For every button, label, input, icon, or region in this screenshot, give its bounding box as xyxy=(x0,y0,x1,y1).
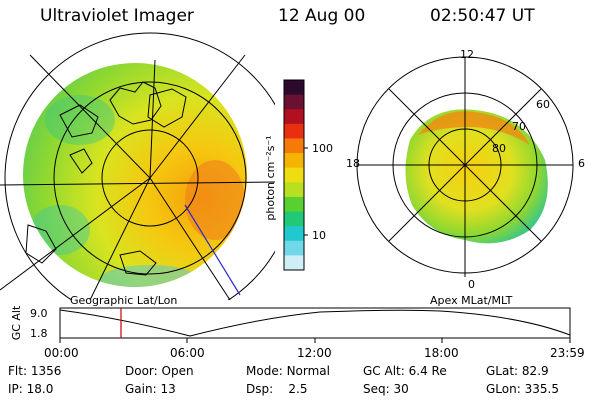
info-mode: Mode: Normal xyxy=(246,364,330,378)
info-door: Door: Open xyxy=(125,364,194,378)
meridian-marker xyxy=(184,204,241,296)
info-glat: GLat: 82.9 xyxy=(486,364,549,378)
mlt-label-6: 6 xyxy=(578,157,585,170)
magnetic-panel-label: Apex MLat/MLT xyxy=(430,294,513,307)
colorbar-cell xyxy=(284,80,304,96)
info-glon: GLon: 335.5 xyxy=(486,382,559,396)
time-label: 02:50:47 UT xyxy=(430,6,535,26)
info-seq: Seq: 30 xyxy=(363,382,409,396)
orbit-ytick-9: 9.0 xyxy=(30,307,48,320)
mlat-label-70: 70 xyxy=(512,120,526,133)
colorbar-tick-10: 10 xyxy=(312,229,326,242)
instrument-title: Ultraviolet Imager xyxy=(40,6,194,26)
colorbar-cell xyxy=(284,255,304,271)
orbit-ytick-1-8: 1.8 xyxy=(30,327,48,340)
altitude-curve xyxy=(59,309,571,337)
date-label: 12 Aug 00 xyxy=(278,6,366,26)
mlat-label-80: 80 xyxy=(492,142,506,155)
mlt-label-18: 18 xyxy=(346,157,360,170)
colorbar-cell xyxy=(284,138,304,154)
colorbar-cell xyxy=(284,240,304,256)
geographic-aurora-image xyxy=(0,32,275,300)
info-gc-alt: GC Alt: 6.4 Re xyxy=(363,364,447,378)
mlt-label-12: 12 xyxy=(460,48,474,61)
colorbar-cell xyxy=(284,153,304,169)
info-ip: IP: 18.0 xyxy=(8,382,54,396)
orbit-altitude-plot: GC Alt xyxy=(10,305,571,343)
info-gain: Gain: 13 xyxy=(125,382,176,396)
orbit-xtick-1200: 12:00 xyxy=(297,346,332,360)
colorbar-cell xyxy=(284,226,304,242)
colorbar: photon cm⁻²s⁻¹ xyxy=(264,79,308,271)
colorbar-cell xyxy=(284,196,304,213)
magnetic-polar-plot xyxy=(356,56,574,277)
orbit-xtick-2359: 23:59 xyxy=(550,346,585,360)
colorbar-cell xyxy=(284,109,304,125)
colorbar-cell xyxy=(284,182,304,198)
colorbar-cell xyxy=(284,211,304,227)
colorbar-cell xyxy=(284,94,304,110)
orbit-xtick-0600: 06:00 xyxy=(170,346,205,360)
orbit-xtick-1800: 18:00 xyxy=(424,346,459,360)
mlat-label-60: 60 xyxy=(536,98,550,111)
info-flt: Flt: 1356 xyxy=(8,364,62,378)
colorbar-cell xyxy=(284,167,304,183)
orbit-ylabel: GC Alt xyxy=(10,305,23,340)
colorbar-unit-label: photon cm⁻²s⁻¹ xyxy=(264,135,277,220)
colorbar-cell xyxy=(284,123,304,139)
geographic-panel-label: Geographic Lat/Lon xyxy=(70,294,178,307)
mlt-label-0: 0 xyxy=(468,278,475,291)
colorbar-tick-100: 100 xyxy=(312,142,333,155)
orbit-xtick-0000: 00:00 xyxy=(44,346,79,360)
info-dsp: Dsp: 2.5 xyxy=(246,382,308,396)
